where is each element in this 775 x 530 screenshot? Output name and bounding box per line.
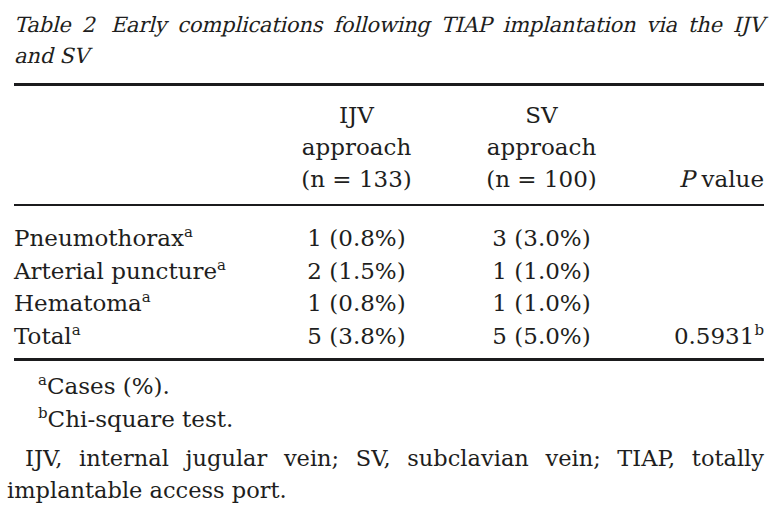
abbreviations-line2: implantable access port. <box>7 474 764 506</box>
row-label: Arterial puncture <box>14 258 217 284</box>
cell-sv: 1 (1.0%) <box>449 287 634 320</box>
footnote-chi-square: bChi-square test. <box>14 403 764 436</box>
cell-ijv: 5 (3.8%) <box>264 320 449 360</box>
table-caption-line1: Table 2 Early complications following TIA… <box>14 10 764 41</box>
table-footnotes: aCases (%). bChi-square test. IJV, inter… <box>14 370 764 506</box>
pvalue-word: value <box>702 166 765 192</box>
table-body: Pneumothoraxa 1 (0.8%) 3 (3.0%) Arterial… <box>14 205 764 360</box>
header-cell-sv: SV approach (n = 100) <box>449 85 634 206</box>
cell-ijv: 2 (1.5%) <box>264 255 449 288</box>
cell-sv: 3 (3.0%) <box>449 205 634 255</box>
row-label-cell: Pneumothoraxa <box>14 205 264 255</box>
row-label: Total <box>14 323 72 349</box>
pvalue-italic-p: P <box>679 166 694 192</box>
cell-pvalue: 0.5931b <box>634 320 764 360</box>
cell-pvalue <box>634 287 764 320</box>
footnote-superscript-a: a <box>38 371 47 389</box>
abbreviations-line1: IJV, internal jugular vein; SV, subclavi… <box>7 442 764 474</box>
footnote-cases: aCases (%). <box>14 370 764 403</box>
cell-pvalue <box>634 255 764 288</box>
row-label: Pneumothorax <box>14 225 184 251</box>
ijv-header-line1: IJV <box>264 99 449 131</box>
pvalue-superscript: b <box>754 321 764 339</box>
row-label: Hematoma <box>14 290 142 316</box>
table-caption: Table 2 Early complications following TIA… <box>14 10 764 72</box>
journal-table-figure: Table 2 Early complications following TIA… <box>0 0 775 530</box>
table-header: IJV approach (n = 133) SV approach (n = … <box>14 85 764 206</box>
ijv-header-line3: (n = 133) <box>264 163 449 195</box>
row-label-superscript: a <box>184 223 193 241</box>
table-row-pneumothorax: Pneumothoraxa 1 (0.8%) 3 (3.0%) <box>14 205 764 255</box>
header-cell-ijv: IJV approach (n = 133) <box>264 85 449 206</box>
table-row-total: Totala 5 (3.8%) 5 (5.0%) 0.5931b <box>14 320 764 360</box>
caption-text-line1: Early complications following TIAP impla… <box>111 13 764 37</box>
table-row-arterial-puncture: Arterial puncturea 2 (1.5%) 1 (1.0%) <box>14 255 764 288</box>
header-row: IJV approach (n = 133) SV approach (n = … <box>14 85 764 206</box>
table-label: Table 2 <box>14 13 95 37</box>
row-label-superscript: a <box>142 288 151 306</box>
header-cell-pvalue: P value <box>634 85 764 206</box>
row-label-cell: Hematomaa <box>14 287 264 320</box>
row-label-superscript: a <box>217 256 226 274</box>
footnote-superscript-b: b <box>38 404 48 422</box>
cell-ijv: 1 (0.8%) <box>264 205 449 255</box>
row-label-superscript: a <box>72 321 81 339</box>
row-label-cell: Totala <box>14 320 264 360</box>
footnote-text-b: Chi-square test. <box>48 406 234 432</box>
pvalue-text: 0.5931 <box>674 323 754 349</box>
pvalue-header: P value <box>634 163 764 195</box>
header-cell-empty <box>14 85 264 206</box>
cell-sv: 5 (5.0%) <box>449 320 634 360</box>
footnote-text-a: Cases (%). <box>47 373 170 399</box>
complications-table: IJV approach (n = 133) SV approach (n = … <box>14 83 764 361</box>
cell-pvalue <box>634 205 764 255</box>
sv-header-line1: SV <box>449 99 634 131</box>
abbreviations-note: IJV, internal jugular vein; SV, subclavi… <box>7 442 764 506</box>
row-label-cell: Arterial puncturea <box>14 255 264 288</box>
sv-header-line3: (n = 100) <box>449 163 634 195</box>
table-row-hematoma: Hematomaa 1 (0.8%) 1 (1.0%) <box>14 287 764 320</box>
sv-header-line2: approach <box>449 131 634 163</box>
caption-text-line2: and SV <box>14 41 764 72</box>
cell-sv: 1 (1.0%) <box>449 255 634 288</box>
cell-ijv: 1 (0.8%) <box>264 287 449 320</box>
ijv-header-line2: approach <box>264 131 449 163</box>
